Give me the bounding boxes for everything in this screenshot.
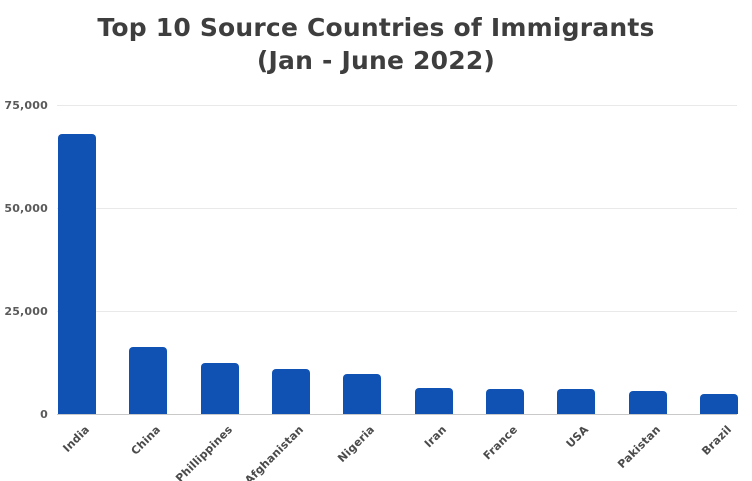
- bar-brazil: [700, 394, 738, 414]
- y-tick-label: 50,000: [4, 202, 48, 215]
- bar-usa: [557, 389, 595, 414]
- y-tick-label: 75,000: [4, 99, 48, 112]
- bar-nigeria: [343, 374, 381, 414]
- x-tick-label: Nigeria: [335, 423, 378, 465]
- x-tick-label: China: [128, 423, 164, 458]
- bar-france: [486, 389, 524, 414]
- bar-india: [58, 134, 96, 414]
- x-tick-label: Pakistan: [615, 423, 664, 472]
- x-tick-label: Phillippines: [173, 423, 236, 481]
- bar-china: [129, 347, 167, 414]
- y-tick-label: 0: [40, 408, 48, 421]
- gridline: [57, 311, 737, 312]
- bar-iran: [415, 388, 453, 414]
- chart-title-line2: (Jan - June 2022): [256, 46, 496, 75]
- bar-pakistan: [629, 391, 667, 414]
- x-tick-label: Iran: [421, 423, 450, 451]
- gridline: [57, 105, 737, 106]
- bar-afghanistan: [272, 369, 310, 414]
- chart-title-line1: Top 10 Source Countries of Immigrants: [97, 13, 655, 42]
- chart-title: Top 10 Source Countries of Immigrants (J…: [0, 11, 752, 77]
- x-tick-label: India: [60, 423, 93, 455]
- x-axis-baseline: [57, 414, 737, 415]
- y-tick-label: 25,000: [4, 305, 48, 318]
- x-tick-label: Brazil: [699, 423, 735, 458]
- x-tick-label: France: [480, 423, 521, 463]
- bar-phillippines: [201, 363, 239, 414]
- x-tick-label: USA: [563, 423, 592, 451]
- gridline: [57, 208, 737, 209]
- x-tick-label: Afghanistan: [242, 423, 307, 481]
- plot-area: 0 25,000 50,000 75,000 India China Phillippine…: [4, 99, 741, 481]
